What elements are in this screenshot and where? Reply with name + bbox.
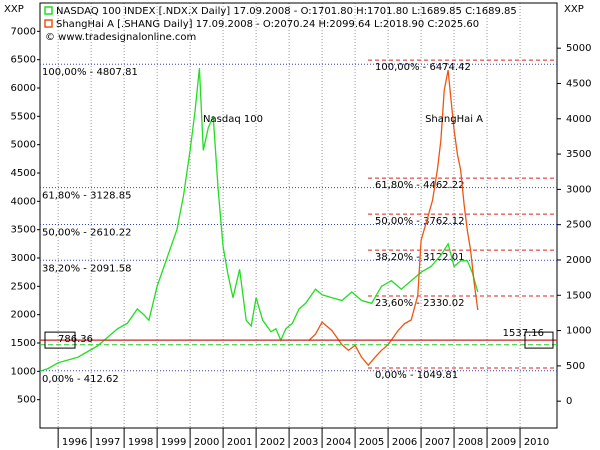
series-line — [39, 68, 479, 372]
y-tick-label: 3000 — [11, 253, 36, 264]
x-tick-label: 2006 — [392, 437, 417, 448]
y-tick-label: 3500 — [11, 225, 36, 236]
level-label: 786.36 — [58, 334, 93, 345]
annotation: ShangHai A — [425, 114, 483, 125]
y-tick-label: 1000 — [11, 366, 36, 377]
legend-label: NASDAQ 100 INDEX [.NDX.X Daily] 17.09.20… — [56, 6, 517, 17]
fib-label: 100,00% - 6474.42 — [375, 62, 471, 73]
copyright: © www.tradesignalonline.com — [45, 32, 196, 43]
series-line — [308, 69, 479, 367]
x-tick-label: 2008 — [458, 437, 483, 448]
y-tick-label: 2000 — [11, 310, 36, 321]
y-tick-label: 4500 — [11, 168, 36, 179]
x-tick-label: 2002 — [260, 437, 285, 448]
legend-label: ShangHai A [.SHANG Daily] 17.09.2008 - O… — [56, 19, 479, 30]
x-tick-label: 2009 — [491, 437, 516, 448]
x-tick-label: 2000 — [194, 437, 219, 448]
y-tick-label: 6500 — [11, 55, 36, 66]
x-tick-label: 2010 — [524, 437, 549, 448]
x-tick-label: 1999 — [161, 437, 186, 448]
y2-tick-label: 4000 — [566, 114, 591, 125]
legend-swatch — [44, 6, 53, 15]
fib-label: 100,00% - 4807.81 — [42, 67, 138, 78]
plot-frame — [39, 2, 558, 429]
y2-tick-label: 1000 — [566, 326, 591, 337]
y-tick-label: 1500 — [11, 338, 36, 349]
y2-tick-label: 1500 — [566, 290, 591, 301]
y-axis-label: XXP — [4, 4, 24, 15]
x-tick-label: 1996 — [62, 437, 87, 448]
fib-label: 0,00% - 412.62 — [42, 374, 119, 385]
x-tick-label: 1998 — [128, 437, 153, 448]
x-tick-label: 2007 — [425, 437, 450, 448]
fib-label: 61,80% - 4462.22 — [375, 180, 464, 191]
level-label: 1537.16 — [503, 328, 544, 339]
y-tick-label: 500 — [17, 395, 36, 406]
y2-tick-label: 3500 — [566, 149, 591, 160]
x-tick-label: 2003 — [293, 437, 318, 448]
x-tick-label: 2005 — [359, 437, 384, 448]
y-tick-label: 5000 — [11, 140, 36, 151]
fib-label: 0,00% - 1049.81 — [375, 370, 458, 381]
x-tick-label: 2001 — [227, 437, 252, 448]
legend-swatch — [44, 19, 53, 28]
y2-axis-label: XXP — [564, 4, 584, 15]
y2-tick-label: 4500 — [566, 78, 591, 89]
y2-tick-label: 0 — [566, 396, 572, 407]
level-box — [44, 331, 76, 349]
y2-tick-label: 500 — [566, 361, 585, 372]
y2-tick-label: 3000 — [566, 184, 591, 195]
x-tick-label: 2004 — [326, 437, 351, 448]
y-tick-label: 4000 — [11, 196, 36, 207]
fib-label: 38,20% - 2091.58 — [42, 263, 131, 274]
fib-label: 50,00% - 3762.12 — [375, 216, 464, 227]
x-tick-label: 1997 — [95, 437, 120, 448]
y2-tick-label: 2000 — [566, 255, 591, 266]
y2-tick-label: 2500 — [566, 220, 591, 231]
y-tick-label: 5500 — [11, 111, 36, 122]
y2-tick-label: 5000 — [566, 43, 591, 54]
fib-label: 61,80% - 3128.85 — [42, 191, 131, 202]
fib-label: 50,00% - 2610.22 — [42, 227, 131, 238]
level-box — [524, 331, 554, 349]
y-tick-label: 6000 — [11, 83, 36, 94]
annotation: Nasdaq 100 — [203, 114, 263, 125]
fib-label: 23,60% - 2330.02 — [375, 298, 464, 309]
y-tick-label: 2500 — [11, 281, 36, 292]
y-tick-label: 7000 — [11, 26, 36, 37]
